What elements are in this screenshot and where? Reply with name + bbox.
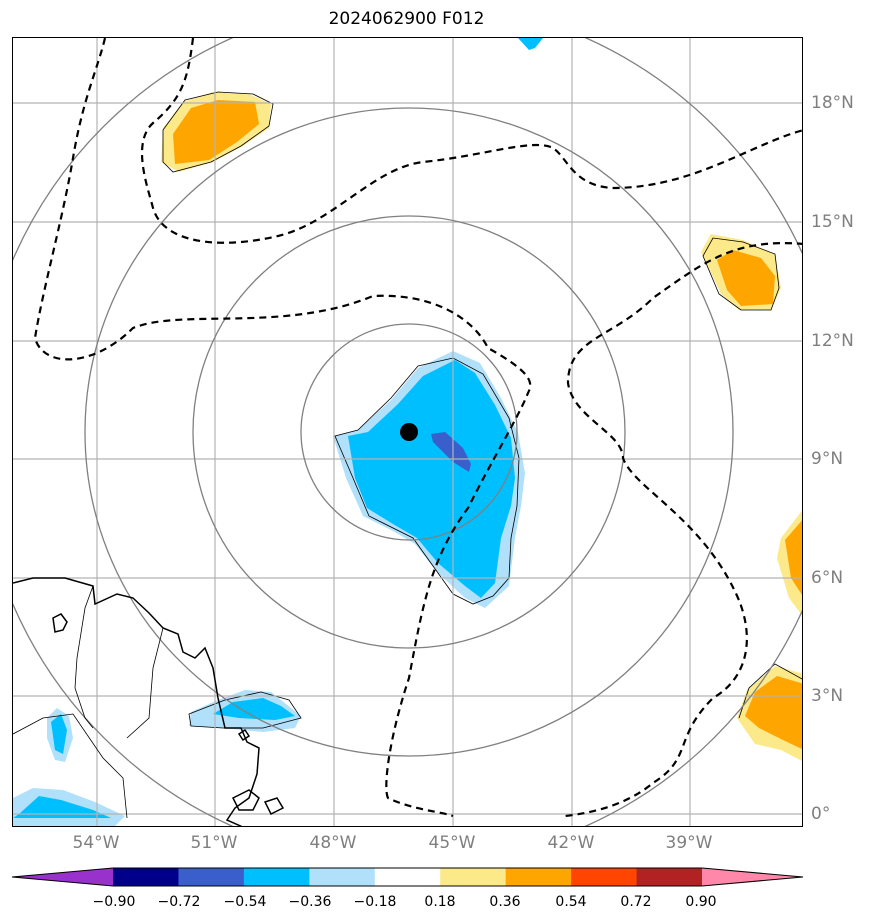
lon-label-45w: 45°W <box>428 833 476 853</box>
colorbar-extend-min <box>12 868 113 886</box>
negative-anomaly-outline <box>334 357 520 605</box>
range-ring-2 <box>192 215 626 649</box>
colorbar-tick-9: 0.72 <box>620 894 652 910</box>
colorbar-segment <box>374 868 441 886</box>
lat-label-0: 0° <box>811 804 831 824</box>
map-title: 2024062900 F012 <box>328 9 485 29</box>
positive-anomaly-southeast-core <box>745 676 802 750</box>
lon-label-54w: 54°W <box>72 833 120 853</box>
colorbar <box>11 867 804 887</box>
lat-label-9n: 9°N <box>811 449 844 469</box>
border-suriname-guiana <box>126 627 164 739</box>
lat-label-18n: 18°N <box>811 93 854 113</box>
colorbar-segment <box>309 868 376 886</box>
coastline <box>13 577 285 826</box>
colorbar-tick-6: 0.18 <box>424 894 456 910</box>
border-guyana-suriname <box>74 585 94 729</box>
range-ring-1 <box>300 323 518 541</box>
colorbar-tick-4: −0.36 <box>288 894 332 910</box>
colorbar-segment <box>178 868 245 886</box>
negative-blob-southwest-2-core <box>51 714 67 754</box>
lat-label-3n: 3°N <box>811 686 844 706</box>
range-ring-3 <box>84 107 734 757</box>
colorbar-segments <box>11 867 804 887</box>
negative-blob-top <box>518 38 543 50</box>
amazon-delta-islands <box>231 728 285 816</box>
range-rings <box>13 38 802 826</box>
positive-east-outline <box>702 237 780 311</box>
colorbar-segment <box>440 868 507 886</box>
storm-center-marker <box>400 423 418 441</box>
map-panel <box>12 37 803 827</box>
border-south <box>13 713 128 819</box>
lat-label-15n: 15°N <box>811 212 854 232</box>
colorbar-tick-5: −0.18 <box>353 894 397 910</box>
colorbar-tick-2: −0.72 <box>157 894 201 910</box>
graticule <box>13 38 802 826</box>
colorbar-segment <box>505 868 572 886</box>
colorbar-segment <box>113 868 179 886</box>
coastline-inland-lakes <box>52 613 68 633</box>
lon-label-42w: 42°W <box>547 833 595 853</box>
colorbar-extend-max <box>702 868 803 886</box>
lat-label-6n: 6°N <box>811 568 844 588</box>
coastline-mainland <box>13 577 260 826</box>
lon-label-48w: 48°W <box>309 833 357 853</box>
negative-blob-southwest-1-core <box>213 698 295 720</box>
positive-anomaly-far-east-core <box>785 520 802 595</box>
negative-anomaly-core <box>348 360 515 598</box>
anomaly-outlines <box>162 91 802 729</box>
colorbar-tick-8: 0.54 <box>555 894 587 910</box>
colorbar-tick-10: 0.90 <box>685 894 717 910</box>
positive-anomaly-northwest-core <box>173 100 259 164</box>
colorbar-segment <box>571 868 638 886</box>
map-canvas <box>13 38 802 826</box>
positive-anomaly-east-core <box>717 250 775 306</box>
colorbar-tick-1: −0.90 <box>92 894 136 910</box>
negative-southwest-outline <box>188 691 302 729</box>
negative-anomaly-peak <box>431 432 471 472</box>
dashed-contour-west <box>140 38 802 244</box>
dashed-contours <box>33 38 802 818</box>
lon-label-39w: 39°W <box>665 833 713 853</box>
positive-southeast-outline <box>738 663 802 719</box>
colorbar-outline <box>11 867 804 887</box>
positive-northwest-outline <box>162 91 274 173</box>
colorbar-tick-3: −0.54 <box>223 894 267 910</box>
lon-label-51w: 51°W <box>190 833 238 853</box>
colorbar-segment <box>636 868 703 886</box>
lat-label-12n: 12°N <box>811 331 854 351</box>
colorbar-segment <box>243 868 310 886</box>
colorbar-tick-7: 0.36 <box>489 894 521 910</box>
dashed-contour-far-west <box>33 38 532 818</box>
negative-blob-southwest-3-core <box>13 796 111 818</box>
